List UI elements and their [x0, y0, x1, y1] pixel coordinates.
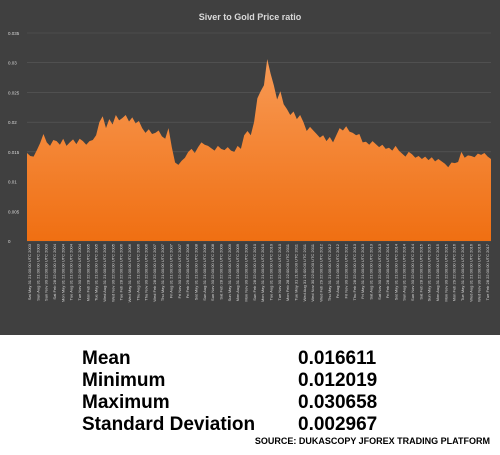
stat-value: 0.012019: [298, 370, 378, 391]
x-tick-label: Fri Nov 30 22:00:00 UTC 2007: [177, 243, 182, 298]
series-layer: [27, 59, 491, 242]
x-tick-label: Tue Aug 31 21:00:00 UTC 2004: [69, 243, 74, 300]
x-tick-label: Mon May 31 21:00:00 UTC 2010: [260, 243, 265, 302]
x-tick-label: Sun Aug 31 21:00:00 UTC 2008: [202, 243, 207, 300]
x-tick-label: Tue Nov 30 22:00:00 UTC 2004: [77, 243, 82, 300]
x-tick-label: Mon Feb 28 22:00:00 UTC 2011: [285, 243, 290, 301]
x-tick-label: Tue May 31 21:00:00 UTC 2005: [94, 243, 99, 301]
x-tick-label: Sat Feb 28 22:00:00 UTC 2004: [52, 243, 57, 299]
x-tick-label: Fri Feb 29 22:00:00 UTC 2008: [185, 243, 190, 298]
stat-value: 0.002967: [298, 414, 378, 435]
x-tick-label: Fri Aug 31 21:00:00 UTC 2012: [335, 243, 340, 298]
x-tick-label: Tue Feb 28 22:00:00 UTC 2006: [119, 243, 124, 300]
x-tick-label: Mon Aug 31 21:00:00 UTC 2015: [435, 243, 440, 301]
y-tick-label: 0.025: [8, 90, 20, 95]
y-tick-label: 0.005: [8, 209, 20, 214]
x-tick-label: Tue May 31 21:00:00 UTC 2011: [293, 243, 298, 300]
x-tick-label: Fri Feb 28 22:00:00 UTC 2014: [385, 243, 390, 298]
x-tick-label: Sun Nov 30 22:00:00 UTC 2003: [44, 243, 49, 301]
x-tick-label: Fri Aug 31 21:00:00 UTC 2007: [169, 243, 174, 298]
statistics-table: Mean 0.016611 Minimum 0.012019 Maximum 0…: [82, 348, 402, 436]
x-tick-label: Thu May 31 21:00:00 UTC 2012: [327, 243, 332, 301]
x-tick-label: Sun Aug 31 21:00:00 UTC 2014: [402, 243, 407, 300]
stat-row-standard-deviation: Standard Deviation 0.002967: [82, 414, 402, 436]
stat-row-maximum: Maximum 0.030658: [82, 392, 402, 414]
x-tick-label: Thu Aug 31 21:00:00 UTC 2006: [135, 243, 140, 300]
x-tick-label: Tue May 31 21:00:00 UTC 2016: [460, 243, 465, 301]
stat-label: Maximum: [82, 392, 170, 413]
x-tick-label: Sat May 31 21:00:00 UTC 2014: [393, 243, 398, 300]
x-tick-label: Wed Nov 30 22:00:00 UTC 2011: [310, 243, 315, 301]
series-area: [27, 59, 491, 242]
x-tick-label: Wed Nov 30 22:00:00 UTC 2016: [477, 243, 482, 302]
x-tick-label: Thu Feb 28 22:00:00 UTC 2013: [352, 243, 357, 300]
x-tick-label: Thu May 31 21:00:00 UTC 2007: [160, 243, 165, 301]
x-tick-label: Thu Nov 30 22:00:00 UTC 2006: [144, 243, 149, 300]
x-tick-label: Tue Nov 30 22:00:00 UTC 2010: [277, 243, 282, 300]
x-tick-label: Sun Nov 30 22:00:00 UTC 2014: [410, 243, 415, 301]
x-tick-label: Tue Feb 28 22:00:00 UTC 2017: [485, 243, 490, 300]
x-tick-label: Wed Aug 31 21:00:00 UTC 2011: [302, 243, 307, 301]
stat-row-minimum: Minimum 0.012019: [82, 370, 402, 392]
x-tick-label: Sat Feb 28 22:00:00 UTC 2015: [418, 243, 423, 299]
x-tick-label: Sun May 31 21:00:00 UTC 2009: [227, 243, 232, 301]
x-tick-label: Mon Nov 30 22:00:00 UTC 2015: [443, 243, 448, 301]
x-tick-label: Fri Nov 30 22:00:00 UTC 2012: [343, 243, 348, 298]
x-tick-label: Wed Nov 30 22:00:00 UTC 2005: [110, 243, 115, 302]
y-axis: 0 0.005 0.01 0.015 0.02 0.025 0.03 0.035: [8, 31, 20, 244]
x-axis: Sat May 31 21:00:00 UTC 2003 Sun Aug 31 2…: [27, 243, 490, 302]
x-tick-label: Sat May 31 21:00:00 UTC 2008: [194, 243, 199, 300]
x-tick-label: Sun Nov 30 22:00:00 UTC 2008: [210, 243, 215, 301]
stat-value: 0.016611: [298, 348, 377, 369]
x-tick-label: Sat Aug 31 21:00:00 UTC 2013: [368, 243, 373, 299]
y-tick-label: 0.035: [8, 31, 20, 36]
chart-title: Siver to Gold Price ratio: [199, 12, 302, 22]
stat-label: Mean: [82, 348, 131, 369]
x-tick-label: Mon Feb 28 22:00:00 UTC 2005: [85, 243, 90, 301]
x-tick-label: Wed Feb 28 22:00:00 UTC 2007: [152, 243, 157, 302]
y-tick-label: 0.01: [8, 180, 17, 185]
stat-value: 0.030658: [298, 392, 378, 413]
x-tick-label: Sat May 31 21:00:00 UTC 2003: [27, 243, 32, 300]
x-tick-label: Sun May 31 21:00:00 UTC 2015: [427, 243, 432, 301]
x-tick-label: Wed Aug 31 21:00:00 UTC 2005: [102, 243, 107, 302]
y-tick-label: 0: [8, 239, 11, 244]
x-tick-label: Wed Aug 31 21:00:00 UTC 2016: [468, 243, 473, 302]
x-tick-label: Sat Feb 28 22:00:00 UTC 2009: [219, 243, 224, 299]
y-tick-label: 0.02: [8, 120, 17, 125]
x-tick-label: Sat Nov 30 22:00:00 UTC 2013: [377, 243, 382, 300]
x-tick-label: Mon May 31 21:00:00 UTC 2004: [60, 243, 65, 302]
area-chart: Siver to Gold Price ratio 0 0.005 0.01 0.01…: [8, 12, 491, 302]
x-tick-label: Mon Feb 29 22:00:00 UTC 2016: [452, 243, 457, 301]
x-tick-label: Mon Aug 31 21:00:00 UTC 2009: [235, 243, 240, 301]
x-tick-label: Wed Feb 29 22:00:00 UTC 2012: [318, 243, 323, 302]
x-tick-label: Wed May 31 21:00:00 UTC 2006: [127, 243, 132, 302]
stat-row-mean: Mean 0.016611: [82, 348, 402, 370]
chart-panel: Siver to Gold Price ratio 0 0.005 0.01 0.01…: [0, 0, 500, 335]
y-tick-label: 0.015: [8, 150, 20, 155]
x-tick-label: Tue Aug 31 21:00:00 UTC 2010: [268, 243, 273, 300]
stat-label: Minimum: [82, 370, 166, 391]
x-tick-label: Sun Feb 28 22:00:00 UTC 2010: [252, 243, 257, 300]
y-tick-label: 0.03: [8, 61, 17, 66]
x-tick-label: Mon Nov 30 22:00:00 UTC 2009: [244, 243, 249, 301]
x-tick-label: Sun Aug 31 21:00:00 UTC 2003: [35, 243, 40, 300]
x-tick-label: Fri May 31 21:00:00 UTC 2013: [360, 243, 365, 299]
source-note: SOURCE: DUKASCOPY JFOREX TRADING PLATFOR…: [254, 436, 490, 446]
stat-label: Standard Deviation: [82, 414, 256, 435]
